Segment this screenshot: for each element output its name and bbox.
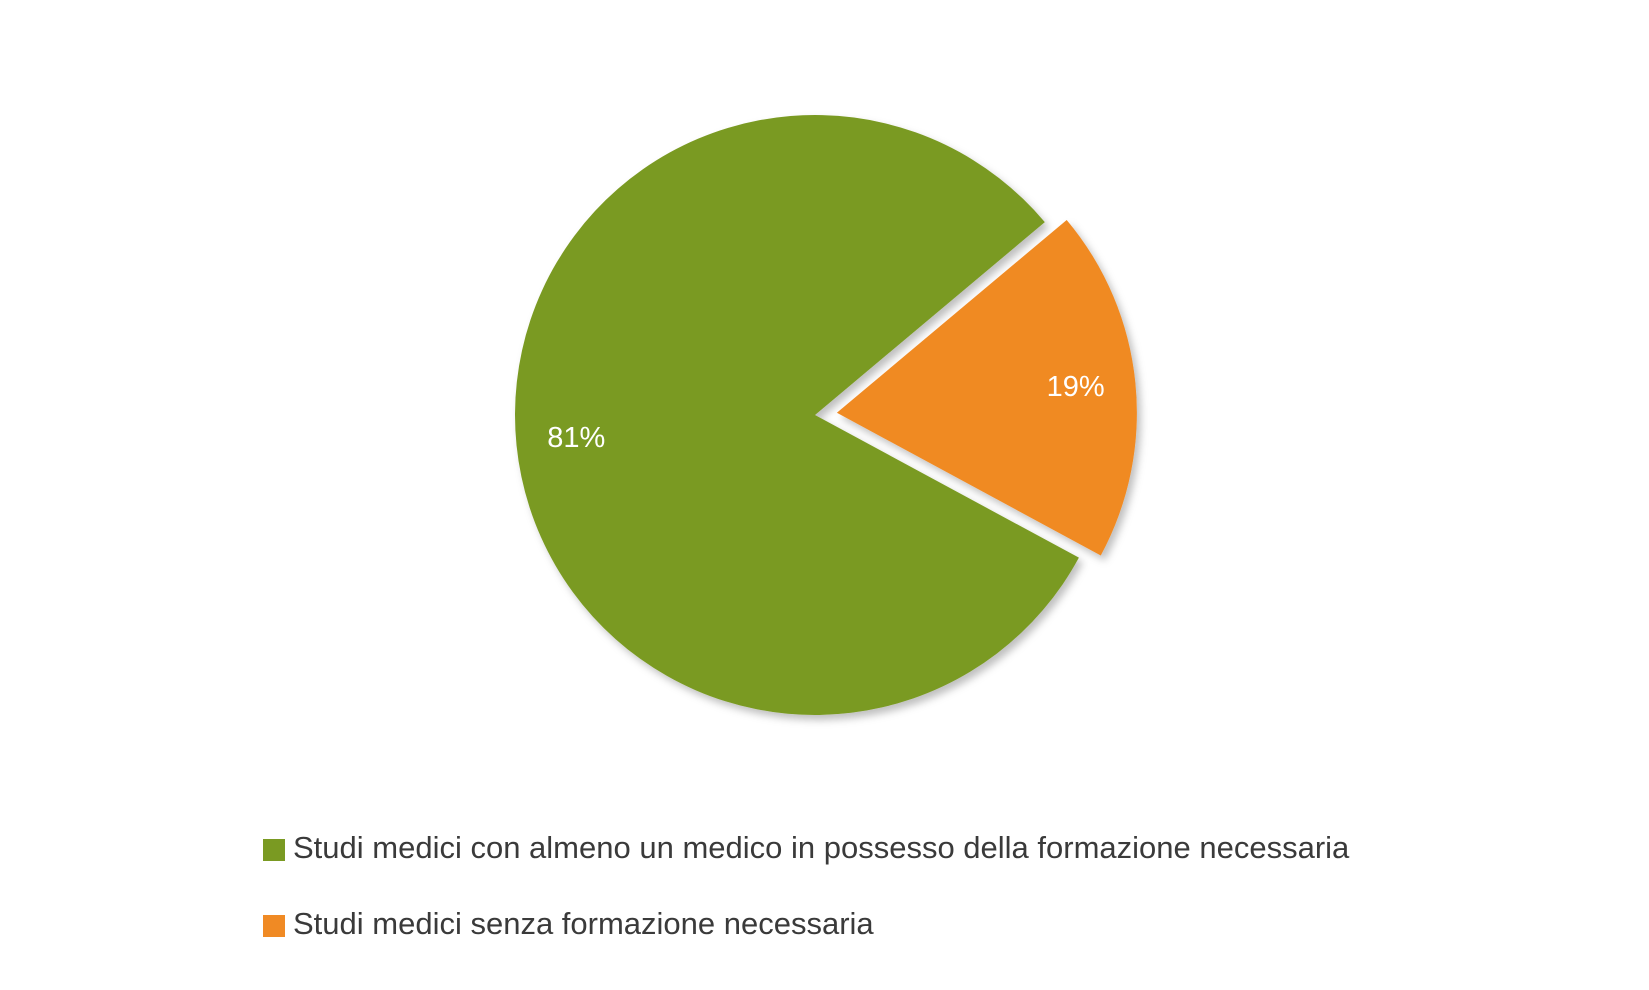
pie-slice xyxy=(514,114,1079,715)
pie xyxy=(514,114,1137,715)
slice-label: 19% xyxy=(1047,371,1105,403)
slice-label: 81% xyxy=(547,422,605,454)
pie-slice xyxy=(836,219,1137,556)
legend: Studi medici con almeno un medico in pos… xyxy=(263,830,1350,941)
slice-labels: 81% 19% xyxy=(547,371,1104,454)
legend-label: Studi medici senza formazione necessaria xyxy=(293,906,874,941)
legend-swatch xyxy=(263,915,285,937)
legend-label: Studi medici con almeno un medico in pos… xyxy=(293,830,1350,865)
legend-swatch xyxy=(263,839,285,861)
